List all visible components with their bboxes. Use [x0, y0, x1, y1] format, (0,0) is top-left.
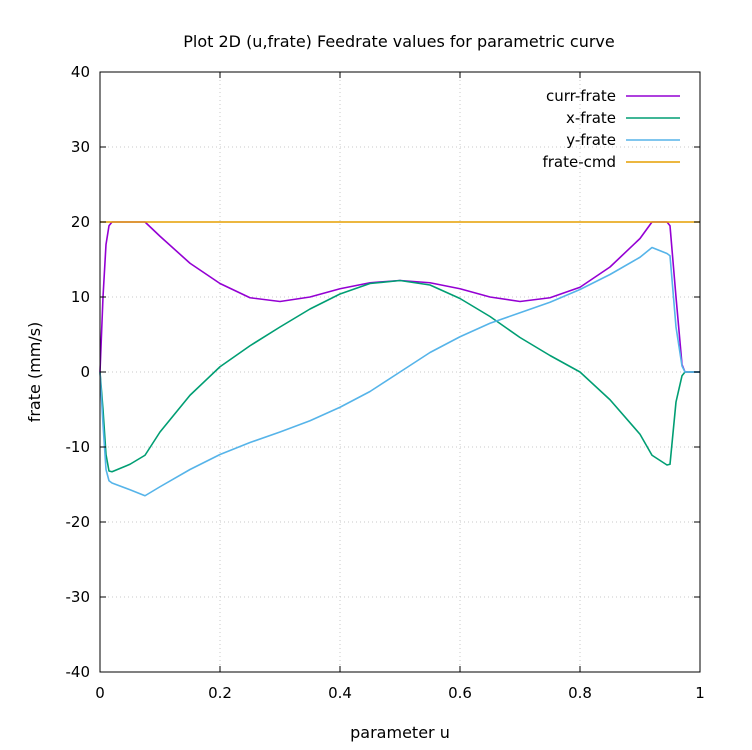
x-tick-label: 0.6: [448, 684, 472, 702]
x-tick-label: 0.4: [328, 684, 352, 702]
y-tick-label: -40: [66, 663, 91, 681]
legend-label-frate-cmd: frate-cmd: [542, 153, 616, 171]
x-tick-label: 0: [95, 684, 105, 702]
axis-ticks: 0 0.2 0.4 0.6 0.8 1 -40 -30 -20 -10 0 10 20 30 40: [66, 63, 705, 702]
x-tick-label: 0.2: [208, 684, 232, 702]
series-line-y-frate: [99, 246, 700, 497]
y-tick-label: -20: [66, 513, 91, 531]
legend: curr-frate x-frate y-frate frate-cmd: [542, 87, 680, 171]
y-tick-label: 30: [71, 138, 90, 156]
x-tick-label: 0.8: [568, 684, 592, 702]
series-line-x-frate: [99, 279, 700, 473]
y-tick-label: 10: [71, 288, 90, 306]
x-tick-label: 1: [695, 684, 705, 702]
legend-label-curr-frate: curr-frate: [546, 87, 616, 105]
y-tick-label: -10: [66, 438, 91, 456]
y-tick-label: -30: [66, 588, 91, 606]
chart-title: Plot 2D (u,frate) Feedrate values for pa…: [183, 32, 615, 51]
legend-label-x-frate: x-frate: [566, 109, 616, 127]
series-lines: [99, 221, 700, 497]
y-tick-label: 20: [71, 213, 90, 231]
x-axis-label: parameter u: [350, 723, 450, 742]
y-tick-label: 0: [80, 363, 90, 381]
y-axis-label: frate (mm/s): [25, 322, 44, 423]
legend-label-y-frate: y-frate: [566, 131, 616, 149]
y-tick-label: 40: [71, 63, 90, 81]
